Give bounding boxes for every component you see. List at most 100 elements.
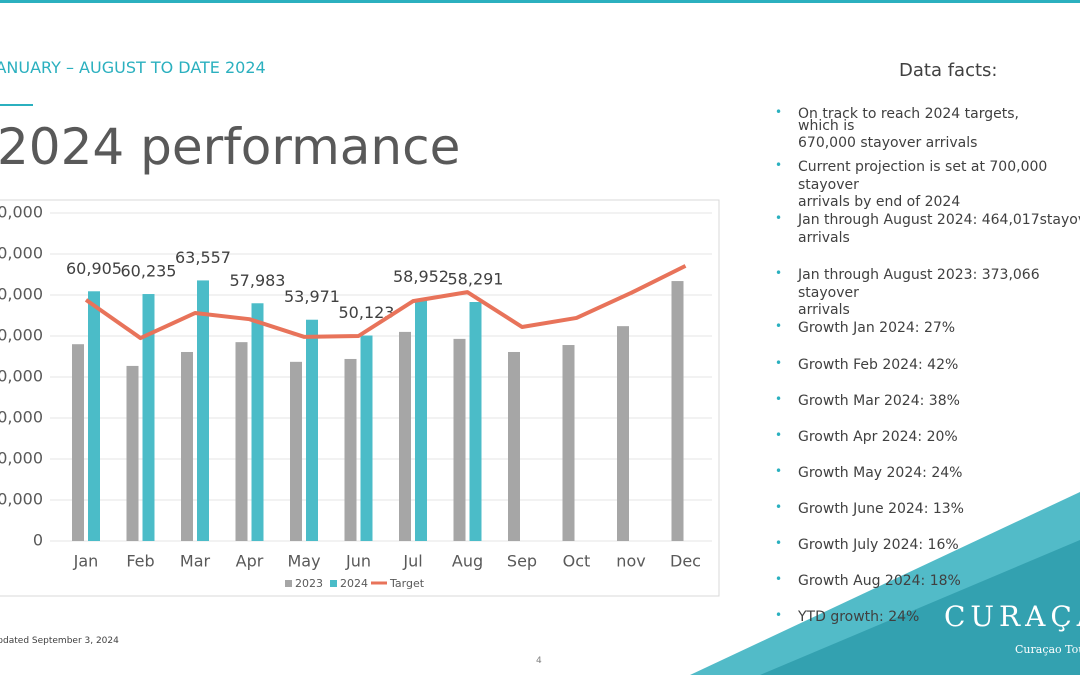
fact-text: which is: [798, 118, 855, 134]
bar: [197, 280, 209, 541]
bar: [562, 345, 575, 541]
x-tick-label: Apr: [236, 552, 264, 571]
fact-text: arrivals: [798, 229, 850, 246]
bar: [72, 344, 84, 541]
y-tick-label: 0: [33, 531, 43, 550]
footnote: Last updated September 3, 2024: [0, 636, 119, 646]
fact-text: Growth Apr 2024: 20%: [798, 429, 958, 445]
x-tick-label: nov: [616, 552, 645, 571]
bullet: •: [775, 356, 783, 370]
bullet: •: [775, 500, 783, 514]
data-label: 50,123: [339, 303, 395, 322]
data-label: 57,983: [230, 271, 286, 290]
bar: [306, 319, 318, 541]
bullet: •: [775, 608, 783, 622]
bar: [344, 358, 357, 541]
x-tick-label: Oct: [563, 552, 591, 571]
x-tick-label: Dec: [670, 552, 701, 571]
bullet: •: [775, 572, 783, 586]
bullet: •: [775, 464, 783, 478]
chart-frame: [0, 199, 720, 597]
fact-text: YTD growth: 24%: [798, 609, 920, 625]
x-tick-label: Feb: [126, 552, 154, 571]
y-tick-label: 30,000: [0, 408, 43, 427]
bar: [453, 338, 466, 541]
fact-text: stayover: [798, 176, 859, 193]
y-tick-label: 80,000: [0, 203, 43, 222]
legend-label: 2024: [340, 577, 368, 590]
fact-text: arrivals by end of 2024: [798, 194, 961, 210]
legend-label: Target: [389, 577, 425, 590]
x-tick-label: Mar: [180, 552, 211, 571]
facts-title: Data facts:: [899, 60, 998, 81]
y-tick-label: 10,000: [0, 490, 43, 509]
data-label: 63,557: [175, 248, 231, 267]
fact-text: Jan through August 2023: 373,066: [798, 267, 1040, 283]
fact-text: Growth Aug 2024: 18%: [798, 573, 961, 589]
bar: [88, 291, 100, 541]
bar: [290, 361, 302, 541]
bar: [415, 299, 427, 541]
data-label: 53,971: [284, 287, 340, 306]
x-tick-label: Jun: [345, 552, 371, 571]
bar: [126, 365, 139, 541]
bar: [360, 335, 373, 541]
x-tick-label: Jul: [402, 552, 422, 571]
subtitle: JANUARY – AUGUST TO DATE 2024: [0, 58, 266, 77]
logo-tagline: Curaçao Tourist Board: [1015, 643, 1080, 656]
title: 2024 performance: [0, 118, 461, 176]
bar: [671, 281, 684, 541]
y-tick-label: 60,000: [0, 285, 43, 304]
y-tick-label: 70,000: [0, 244, 43, 263]
y-tick-label: 20,000: [0, 449, 43, 468]
top-bar: [0, 0, 1080, 3]
legend-swatch: [330, 580, 337, 587]
bullet: •: [775, 266, 783, 280]
x-tick-label: Aug: [452, 552, 483, 571]
bullet: •: [775, 211, 783, 225]
bar: [142, 294, 155, 541]
bar: [469, 302, 482, 541]
bar: [235, 342, 248, 541]
fact-text: Jan through August 2024: 464,017stayover: [798, 212, 1080, 228]
y-tick-label: 40,000: [0, 367, 43, 386]
fact-text: 670,000 stayover arrivals: [798, 135, 978, 151]
bar: [399, 331, 411, 541]
bullet: •: [775, 319, 783, 333]
corner-shape: [760, 540, 1080, 675]
fact-text: arrivals: [798, 302, 850, 318]
page-number: 4: [536, 656, 542, 666]
fact-text: Growth May 2024: 24%: [798, 465, 963, 481]
fact-text: Current projection is set at 700,000: [798, 159, 1048, 175]
bar: [251, 303, 264, 541]
fact-text: Growth Feb 2024: 42%: [798, 357, 959, 373]
fact-text: Growth July 2024: 16%: [798, 537, 959, 553]
fact-text: Growth Mar 2024: 38%: [798, 393, 960, 409]
bar: [508, 351, 520, 541]
x-tick-label: Jan: [73, 552, 99, 571]
y-tick-label: 50,000: [0, 326, 43, 345]
fact-text: Growth June 2024: 13%: [798, 501, 964, 517]
bullet: •: [775, 428, 783, 442]
data-label: 60,235: [121, 262, 177, 281]
x-tick-label: Sep: [507, 552, 537, 571]
bullet: •: [775, 105, 783, 119]
bullet: •: [775, 536, 783, 550]
line: [84, 264, 687, 341]
logo-name: CURAÇAO: [944, 600, 1080, 633]
bar: [617, 326, 629, 541]
data-label: 60,905: [66, 259, 122, 278]
legend-label: 2023: [295, 577, 323, 590]
accent-line: [0, 104, 33, 106]
bullet: •: [775, 392, 783, 406]
legend-swatch: [285, 580, 292, 587]
bar: [181, 351, 193, 541]
fact-text: On track to reach 2024 targets,: [798, 106, 1019, 122]
x-tick-label: May: [287, 552, 320, 571]
bullet: •: [775, 158, 783, 172]
data-label: 58,291: [448, 270, 504, 289]
data-label: 58,952: [393, 267, 449, 286]
fact-text: stayover: [798, 284, 859, 301]
